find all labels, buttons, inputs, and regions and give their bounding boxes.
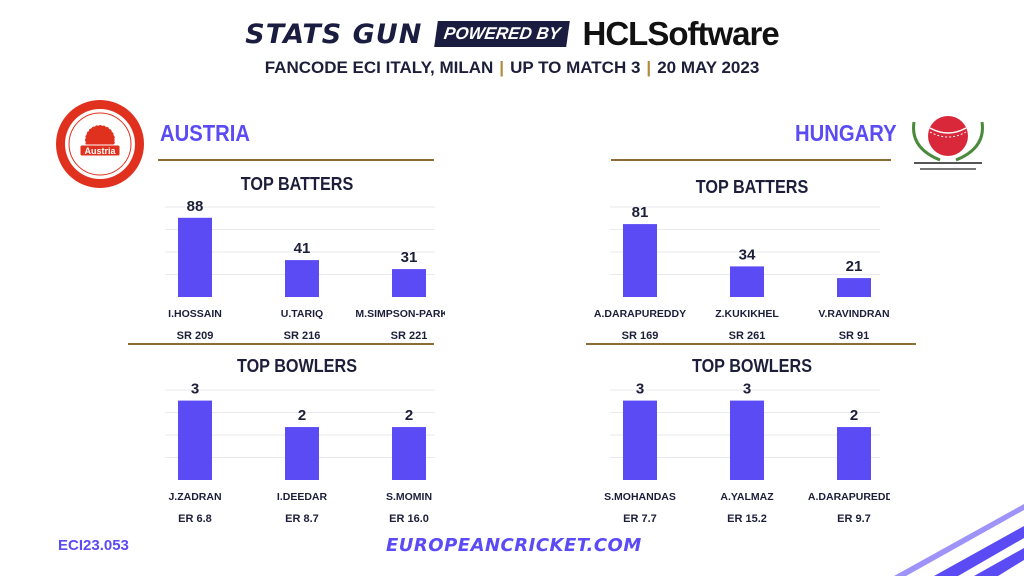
player-name-label: S.MOMIN bbox=[386, 491, 432, 503]
bar-value-label: 21 bbox=[846, 258, 863, 275]
svg-text:Austria: Austria bbox=[84, 146, 116, 156]
player-name-label: M.SIMPSON-PARKER bbox=[355, 308, 445, 320]
bar bbox=[730, 400, 764, 480]
section-title-austria-bowlers: TOP BOWLERS bbox=[236, 356, 358, 376]
player-stat-label: ER 7.7 bbox=[623, 513, 657, 525]
scope: UP TO MATCH 3 bbox=[510, 58, 641, 77]
bar-value-label: 3 bbox=[743, 381, 751, 398]
brand-row: STATS GUN POWERED BY HCLSoftware bbox=[0, 14, 1024, 54]
player-stat-label: SR 216 bbox=[284, 330, 321, 342]
divider bbox=[128, 343, 434, 345]
chart-hungary-bowlers: 3 S.MOHANDAS ER 7.7 3 A.YALMAZ ER 15.2 2 A.DARA… bbox=[604, 381, 890, 525]
decorative-stripes bbox=[894, 504, 1024, 576]
player-stat-label: ER 8.7 bbox=[285, 513, 319, 525]
bar-value-label: 88 bbox=[187, 198, 204, 215]
section-title-hungary-batters: TOP BATTERS bbox=[695, 177, 809, 197]
bar-value-label: 3 bbox=[191, 381, 199, 398]
bar-value-label: 34 bbox=[739, 246, 756, 263]
sponsor-logo: HCLSoftware bbox=[582, 15, 780, 52]
player-stat-label: SR 91 bbox=[839, 330, 870, 342]
austria-cricket-logo: Austria bbox=[56, 100, 144, 188]
bar bbox=[285, 260, 319, 297]
player-name-label: A.YALMAZ bbox=[720, 491, 774, 503]
divider bbox=[586, 343, 916, 345]
section-title-hungary-bowlers: TOP BOWLERS bbox=[691, 356, 813, 376]
player-name-label: I.HOSSAIN bbox=[168, 308, 222, 320]
player-stat-label: SR 209 bbox=[177, 330, 214, 342]
player-name-label: Z.KUKIKHEL bbox=[715, 308, 779, 320]
player-stat-label: ER 15.2 bbox=[727, 513, 767, 525]
event-subtitle: FANCODE ECI ITALY, MILAN | UP TO MATCH 3 | 2… bbox=[0, 58, 1024, 78]
bar-value-label: 2 bbox=[850, 407, 858, 424]
player-name-label: I.DEEDAR bbox=[277, 491, 328, 503]
bar bbox=[623, 400, 657, 480]
divider bbox=[611, 159, 891, 161]
player-name-label: V.RAVINDRAN bbox=[818, 308, 889, 320]
player-stat-label: SR 169 bbox=[622, 330, 659, 342]
bar bbox=[178, 400, 212, 480]
bar bbox=[285, 427, 319, 480]
powered-by-badge: POWERED BY bbox=[434, 21, 571, 47]
bar-value-label: 41 bbox=[294, 240, 311, 257]
section-title-austria-batters: TOP BATTERS bbox=[240, 174, 354, 194]
hungary-cricket-logo bbox=[912, 116, 984, 170]
player-stat-label: ER 9.7 bbox=[837, 513, 871, 525]
player-name-label: U.TARIQ bbox=[281, 308, 323, 320]
chart-hungary-batters: 81 A.DARAPUREDDY SR 169 34 Z.KUKIKHEL SR 261 2… bbox=[594, 204, 890, 342]
stats-gun-logo: STATS GUN bbox=[245, 18, 423, 50]
player-stat-label: SR 221 bbox=[391, 330, 428, 342]
player-name-label: A.DARAPUREDDY bbox=[808, 491, 890, 503]
separator: | bbox=[499, 58, 505, 77]
bar-value-label: 2 bbox=[405, 407, 413, 424]
bar bbox=[392, 269, 426, 297]
bar-value-label: 31 bbox=[401, 249, 418, 266]
bar-value-label: 2 bbox=[298, 407, 306, 424]
website-link[interactable]: EUROPEANCRICKET.COM bbox=[386, 535, 642, 556]
bar bbox=[178, 217, 212, 297]
chart-austria-bowlers: 3 J.ZADRAN ER 6.8 2 I.DEEDAR ER 8.7 2 S.MOMIN ER… bbox=[165, 381, 435, 525]
event-date: 20 MAY 2023 bbox=[657, 58, 760, 77]
bar bbox=[837, 427, 871, 480]
bar bbox=[392, 427, 426, 480]
bar bbox=[623, 224, 657, 297]
bar bbox=[837, 278, 871, 297]
team-name-austria: AUSTRIA bbox=[160, 120, 250, 146]
player-name-label: S.MOHANDAS bbox=[604, 491, 676, 503]
event-name: FANCODE ECI ITALY, MILAN bbox=[264, 58, 494, 77]
bar-value-label: 81 bbox=[632, 204, 649, 221]
player-stat-label: ER 6.8 bbox=[178, 513, 212, 525]
bar-value-label: 3 bbox=[636, 381, 644, 398]
bar bbox=[730, 266, 764, 297]
team-name-hungary: HUNGARY bbox=[795, 120, 897, 146]
player-stat-label: SR 261 bbox=[729, 330, 766, 342]
player-name-label: J.ZADRAN bbox=[168, 491, 221, 503]
divider bbox=[158, 159, 434, 161]
separator: | bbox=[646, 58, 652, 77]
player-name-label: A.DARAPUREDDY bbox=[594, 308, 686, 320]
graphic-code: ECI23.053 bbox=[58, 537, 129, 554]
chart-austria-batters: 88 I.HOSSAIN SR 209 41 U.TARIQ SR 216 31 M.SIMP… bbox=[165, 198, 445, 342]
player-stat-label: ER 16.0 bbox=[389, 513, 429, 525]
